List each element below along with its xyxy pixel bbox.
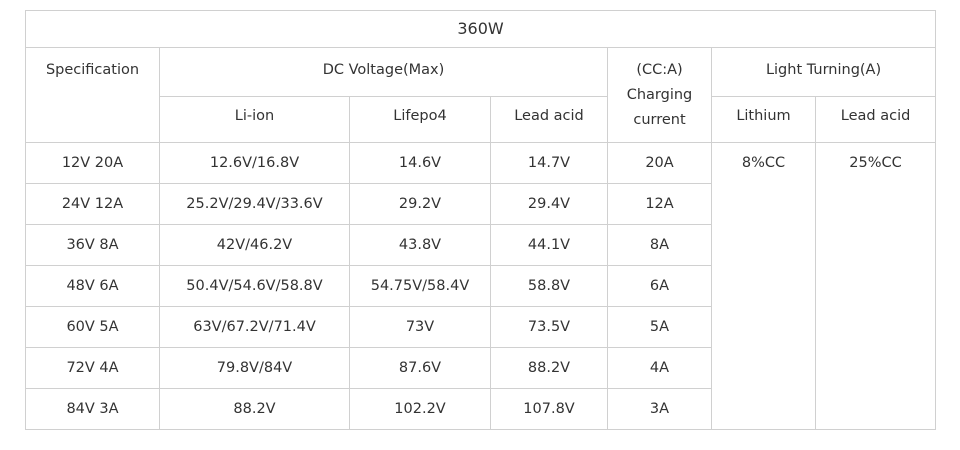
- header-cell: (CC:A) Charging current: [607, 47, 712, 143]
- data-cell: 88.2V: [490, 347, 608, 389]
- header-cell: Light Turning(A): [710, 47, 937, 97]
- data-cell: 58.8V: [490, 265, 608, 307]
- data-cell: 14.6V: [349, 142, 491, 184]
- data-cell: 102.2V: [349, 388, 491, 430]
- data-cell: 29.2V: [349, 183, 491, 225]
- data-cell: 14.7V: [490, 142, 608, 184]
- data-cell: 72V 4A: [25, 347, 160, 389]
- data-row: 72V 4A 79.8V/84V 87.6V 88.2V 4A: [25, 347, 936, 389]
- spec-table: 360W Specification DC Voltage(Max) (CC:A…: [24, 10, 937, 430]
- data-cell: 79.8V/84V: [159, 347, 350, 389]
- data-cell: 12A: [607, 183, 712, 225]
- data-cell: 29.4V: [490, 183, 608, 225]
- data-cell: 87.6V: [349, 347, 491, 389]
- table-body: 360W Specification DC Voltage(Max) (CC:A…: [24, 10, 937, 430]
- data-cell: 6A: [607, 265, 712, 307]
- data-cell: 63V/67.2V/71.4V: [159, 306, 350, 348]
- data-cell: 43.8V: [349, 224, 491, 266]
- data-cell: 12V 20A: [25, 142, 160, 184]
- data-row: 48V 6A 50.4V/54.6V/58.8V 54.75V/58.4V 58.8V…: [25, 265, 936, 307]
- data-cell: 73V: [349, 306, 491, 348]
- header-cell: Specification: [25, 47, 160, 143]
- data-cell: 88.2V: [159, 388, 350, 430]
- title-row: 360W: [24, 10, 937, 48]
- data-row: 60V 5A 63V/67.2V/71.4V 73V 73.5V 5A: [25, 306, 936, 348]
- data-cell: 84V 3A: [25, 388, 160, 430]
- data-cell: 50.4V/54.6V/58.8V: [159, 265, 350, 307]
- data-cell: 36V 8A: [25, 224, 160, 266]
- data-cell: 3A: [607, 388, 712, 430]
- data-cell: 5A: [607, 306, 712, 348]
- data-cell: 8%CC: [711, 142, 816, 430]
- data-cell: 42V/46.2V: [159, 224, 350, 266]
- data-cell: 44.1V: [490, 224, 608, 266]
- data-cell: 25%CC: [814, 142, 937, 430]
- data-cell: 48V 6A: [25, 265, 160, 307]
- table-title: 360W: [24, 10, 937, 48]
- header-cell: Lithium: [711, 96, 816, 143]
- header-cell: Li-ion: [159, 96, 350, 143]
- data-cell: 60V 5A: [25, 306, 160, 348]
- data-cell: 54.75V/58.4V: [349, 265, 491, 307]
- data-cell: 24V 12A: [25, 183, 160, 225]
- data-cell: 4A: [607, 347, 712, 389]
- header-row: Li-ion Lifepo4 Lead acid Lithium Lead ac…: [26, 96, 937, 143]
- data-row: 84V 3A 88.2V 102.2V 107.8V 3A: [25, 388, 936, 430]
- data-row: 24V 12A 25.2V/29.4V/33.6V 29.2V 29.4V 12A: [25, 183, 936, 225]
- data-cell: 25.2V/29.4V/33.6V: [159, 183, 350, 225]
- data-cell: 8A: [607, 224, 712, 266]
- header-row: Specification DC Voltage(Max) (CC:A) Cha…: [25, 47, 937, 143]
- data-row: 12V 20A 12.6V/16.8V 14.6V 14.7V 20A 8%CC 25%CC: [25, 142, 937, 430]
- header-cell: Lead acid: [490, 96, 608, 143]
- data-cell: 20A: [607, 142, 712, 184]
- data-row: 36V 8A 42V/46.2V 43.8V 44.1V 8A: [25, 224, 936, 266]
- data-cell: 73.5V: [490, 306, 608, 348]
- header-cell: Lead acid: [814, 96, 937, 143]
- data-cell: 12.6V/16.8V: [159, 142, 350, 184]
- header-cell: DC Voltage(Max): [159, 47, 608, 97]
- header-cell: Lifepo4: [349, 96, 491, 143]
- data-cell: 107.8V: [490, 388, 608, 430]
